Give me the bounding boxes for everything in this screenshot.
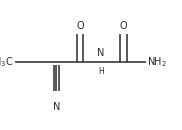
Text: O: O bbox=[120, 21, 128, 31]
Text: H$_3$C: H$_3$C bbox=[0, 56, 14, 69]
Text: H: H bbox=[98, 67, 104, 76]
Text: O: O bbox=[76, 21, 84, 31]
Text: N: N bbox=[97, 48, 105, 58]
Text: NH$_2$: NH$_2$ bbox=[147, 56, 166, 69]
Text: N: N bbox=[53, 102, 60, 112]
